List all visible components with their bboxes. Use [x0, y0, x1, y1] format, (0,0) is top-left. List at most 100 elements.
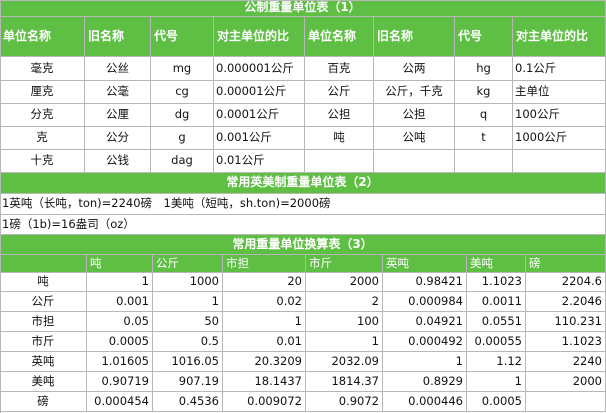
conversion-table-cell[interactable]: 1 [87, 273, 153, 292]
metric-header-cell[interactable]: 单位名称 [305, 17, 374, 57]
conversion-table-cell[interactable]: 2240 [526, 352, 606, 372]
metric-table-cell[interactable]: 公斤，千克 [374, 81, 455, 104]
conversion-table-cell[interactable]: 0.0005 [87, 332, 153, 352]
conversion-table-cell[interactable]: 0.90719 [87, 372, 153, 392]
conversion-table-cell[interactable]: 20 [223, 273, 306, 292]
conversion-table-cell[interactable]: 0.000492 [383, 332, 467, 352]
conversion-table-cell[interactable]: 2.2046 [526, 292, 606, 312]
conversion-table-cell[interactable]: 0.02 [223, 292, 306, 312]
metric-table-cell[interactable]: mg [151, 57, 214, 81]
metric-header-cell[interactable]: 代号 [455, 17, 513, 57]
metric-table-cell[interactable]: 0.01公斤 [214, 150, 305, 173]
conversion-table-cell[interactable]: 1 [383, 352, 467, 372]
metric-table-cell[interactable]: 0.001公斤 [214, 127, 305, 150]
conversion-table-cell[interactable]: 0.0551 [467, 312, 526, 332]
metric-header-cell[interactable]: 对主单位的比 [214, 17, 305, 57]
conversion-row-label[interactable]: 公斤 [0, 292, 87, 312]
metric-header-cell[interactable]: 代号 [151, 17, 214, 57]
metric-table-cell[interactable]: q [455, 104, 513, 127]
metric-table-cell[interactable]: 公斤 [305, 81, 374, 104]
conversion-table-cell[interactable]: 0.04921 [383, 312, 467, 332]
conversion-table-cell[interactable]: 0.98421 [383, 273, 467, 292]
conversion-table-cell[interactable]: 50 [153, 312, 223, 332]
conversion-header-cell[interactable]: 市担 [223, 255, 306, 273]
metric-table-cell[interactable]: kg [455, 81, 513, 104]
metric-header-cell[interactable]: 旧名称 [374, 17, 455, 57]
conversion-table-cell[interactable]: 0.000454 [87, 392, 153, 412]
imperial-line-2[interactable]: 1磅（1b)=16盎司（oz） [0, 215, 606, 235]
conversion-header-cell[interactable]: 美吨 [467, 255, 526, 273]
metric-table-cell[interactable]: 0.0001公斤 [214, 104, 305, 127]
metric-table-cell[interactable]: 100公斤 [513, 104, 606, 127]
conversion-row-label[interactable]: 市担 [0, 312, 87, 332]
metric-table-cell[interactable]: 吨 [305, 127, 374, 150]
conversion-table-cell[interactable]: 2000 [306, 273, 383, 292]
conversion-table-cell[interactable]: 2000 [526, 372, 606, 392]
metric-table-cell[interactable]: 公担 [305, 104, 374, 127]
conversion-table-cell[interactable]: 0.009072 [223, 392, 306, 412]
metric-table-cell[interactable]: 厘克 [0, 81, 85, 104]
metric-table-cell[interactable]: 公厘 [85, 104, 151, 127]
conversion-row-label[interactable]: 磅 [0, 392, 87, 412]
conversion-table-cell[interactable]: 0.05 [87, 312, 153, 332]
conversion-header-cell[interactable]: 吨 [87, 255, 153, 273]
conversion-table-cell[interactable]: 0.0005 [467, 392, 526, 412]
conversion-table-cell[interactable]: 0.5 [153, 332, 223, 352]
metric-table-cell[interactable]: t [455, 127, 513, 150]
metric-table-cell[interactable]: 公担 [374, 104, 455, 127]
conversion-header-cell[interactable]: 市斤 [306, 255, 383, 273]
metric-header-cell[interactable]: 对主单位的比 [513, 17, 606, 57]
metric-table-cell[interactable]: 公分 [85, 127, 151, 150]
metric-table-cell[interactable]: 毫克 [0, 57, 85, 81]
conversion-table-cell[interactable] [526, 392, 606, 412]
metric-table-cell[interactable]: 公丝 [85, 57, 151, 81]
conversion-table-cell[interactable]: 0.9072 [306, 392, 383, 412]
conversion-table-cell[interactable]: 0.0011 [467, 292, 526, 312]
metric-table-cell[interactable]: dg [151, 104, 214, 127]
conversion-table-cell[interactable]: 1814.37 [306, 372, 383, 392]
conversion-table-cell[interactable]: 18.1437 [223, 372, 306, 392]
conversion-row-label[interactable]: 英吨 [0, 352, 87, 372]
metric-table-cell[interactable]: 分克 [0, 104, 85, 127]
conversion-table-cell[interactable]: 2 [306, 292, 383, 312]
metric-table-cell[interactable]: hg [455, 57, 513, 81]
metric-table-cell[interactable]: 主单位 [513, 81, 606, 104]
metric-table-cell[interactable]: 1000公斤 [513, 127, 606, 150]
imperial-table-title[interactable]: 常用英美制重量单位表（2） [0, 173, 606, 194]
metric-table-cell[interactable]: 公吨 [374, 127, 455, 150]
conversion-table-cell[interactable]: 2204.6 [526, 273, 606, 292]
conversion-table-cell[interactable]: 0.4536 [153, 392, 223, 412]
conversion-table-cell[interactable]: 0.00055 [467, 332, 526, 352]
metric-table-cell[interactable]: 公毫 [85, 81, 151, 104]
metric-table-cell[interactable]: 0.1公斤 [513, 57, 606, 81]
conversion-table-cell[interactable]: 1000 [153, 273, 223, 292]
conversion-table-cell[interactable]: 1 [306, 332, 383, 352]
metric-table-cell[interactable]: cg [151, 81, 214, 104]
conversion-table-cell[interactable]: 1.01605 [87, 352, 153, 372]
conversion-table-cell[interactable]: 0.000984 [383, 292, 467, 312]
imperial-line-1[interactable]: 1英吨（长吨，ton)=2240磅 1美吨（短吨，sh.ton)=2000磅 [0, 194, 606, 215]
conversion-header-cell[interactable] [0, 255, 87, 273]
metric-table-cell[interactable]: dag [151, 150, 214, 173]
conversion-table-cell[interactable]: 100 [306, 312, 383, 332]
conversion-row-label[interactable]: 市斤 [0, 332, 87, 352]
conversion-header-cell[interactable]: 英吨 [383, 255, 467, 273]
metric-table-cell[interactable]: 0.00001公斤 [214, 81, 305, 104]
metric-table-cell[interactable]: 公两 [374, 57, 455, 81]
metric-table-cell[interactable] [305, 150, 374, 173]
conversion-table-cell[interactable]: 0.000446 [383, 392, 467, 412]
conversion-table-cell[interactable]: 110.231 [526, 312, 606, 332]
conversion-table-cell[interactable]: 1 [153, 292, 223, 312]
metric-header-cell[interactable]: 旧名称 [85, 17, 151, 57]
conversion-table-cell[interactable]: 0.001 [87, 292, 153, 312]
conversion-table-cell[interactable]: 0.8929 [383, 372, 467, 392]
metric-table-cell[interactable]: 公钱 [85, 150, 151, 173]
conversion-table-cell[interactable]: 1.12 [467, 352, 526, 372]
metric-table-cell[interactable] [374, 150, 455, 173]
metric-header-cell[interactable]: 单位名称 [0, 17, 85, 57]
conversion-table-cell[interactable]: 2032.09 [306, 352, 383, 372]
conversion-row-label[interactable]: 吨 [0, 273, 87, 292]
conversion-table-cell[interactable]: 0.01 [223, 332, 306, 352]
metric-table-cell[interactable]: 百克 [305, 57, 374, 81]
conversion-table-cell[interactable]: 1 [467, 372, 526, 392]
